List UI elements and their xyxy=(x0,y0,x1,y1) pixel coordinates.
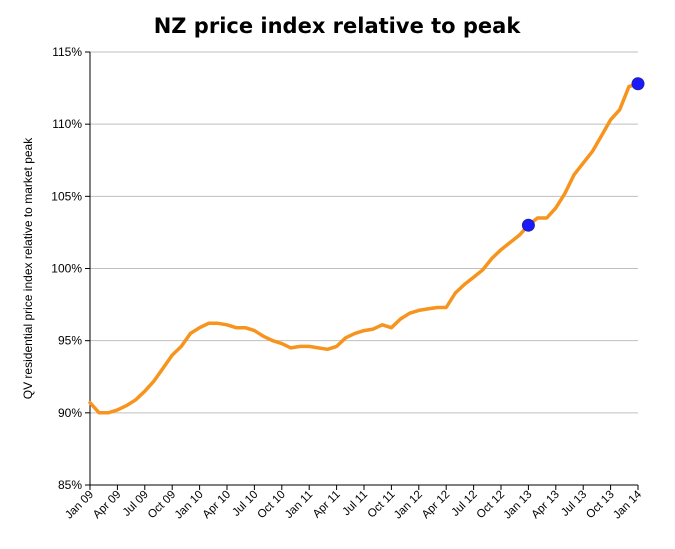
x-tick-label: Apr 12 xyxy=(420,489,452,521)
x-tick-label: Oct 10 xyxy=(255,489,287,521)
x-tick-label: Oct 09 xyxy=(146,489,178,521)
x-tick-label: Jan 13 xyxy=(502,489,535,522)
x-tick-label: Oct 12 xyxy=(475,489,507,521)
x-tick-label: Oct 13 xyxy=(584,489,616,521)
y-tick-label: 110% xyxy=(52,117,82,131)
y-axis-label: QV residential price index relative to m… xyxy=(21,137,35,399)
x-tick-label: Apr 13 xyxy=(529,489,561,521)
x-tick-label: Jul 11 xyxy=(341,489,371,519)
x-tick-label: Jan 09 xyxy=(63,489,96,522)
x-tick-label: Apr 11 xyxy=(311,489,343,521)
axes xyxy=(89,52,638,486)
x-tick-label: Apr 10 xyxy=(201,489,233,521)
y-tick-label: 85% xyxy=(58,478,82,492)
chart-title: NZ price index relative to peak xyxy=(154,14,522,38)
markers-group xyxy=(521,77,645,232)
x-tick-label: Jan 12 xyxy=(392,489,425,522)
highlight-point xyxy=(631,77,645,91)
price-index-line xyxy=(88,82,640,415)
grid-lines xyxy=(90,51,638,414)
x-tick-label: Jan 11 xyxy=(283,489,315,521)
x-tick-label: Apr 09 xyxy=(91,489,123,521)
x-tick-label: Oct 11 xyxy=(366,489,398,521)
y-tick-label: 100% xyxy=(51,262,82,276)
y-tick-label: 90% xyxy=(58,406,82,420)
highlight-point xyxy=(521,218,535,232)
y-axis-ticks: 85% 90% 95% 100% 105% 110% 115% xyxy=(51,45,90,492)
x-tick-label: Jan 10 xyxy=(173,489,206,522)
y-tick-label: 105% xyxy=(51,189,82,203)
x-tick-label: Jan 14 xyxy=(611,488,644,521)
y-tick-label: 115% xyxy=(52,45,82,59)
y-tick-label: 95% xyxy=(58,334,82,348)
series-group xyxy=(88,82,640,415)
